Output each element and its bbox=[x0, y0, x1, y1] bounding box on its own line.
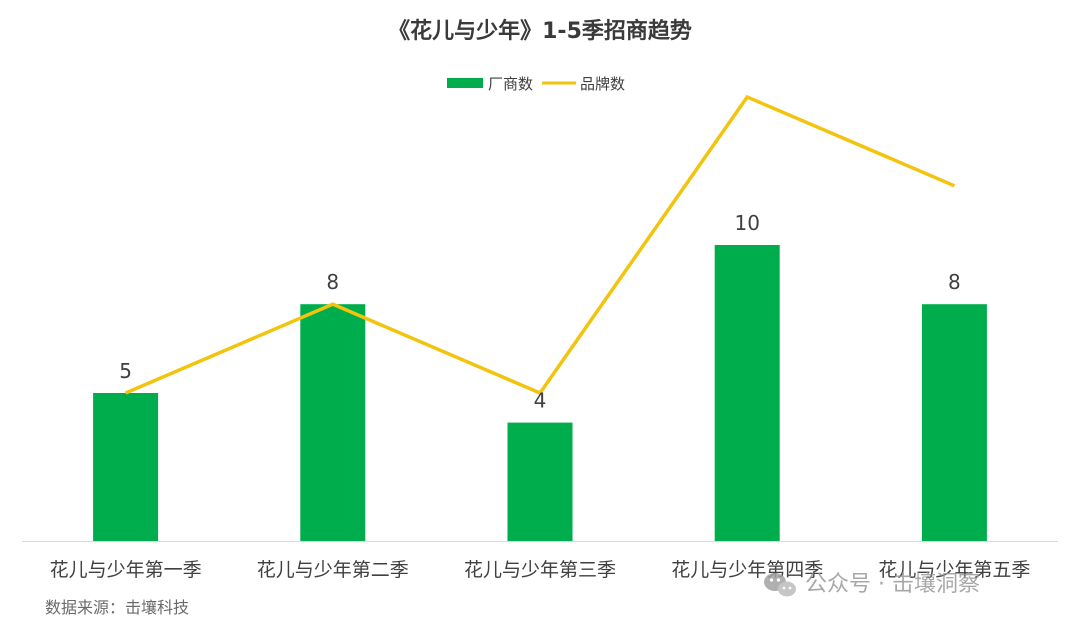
legend-label-bar: 厂商数 bbox=[488, 75, 533, 93]
source-note: 数据来源：击壤科技 bbox=[45, 598, 189, 617]
x-tick-label-3: 花儿与少年第三季 bbox=[464, 559, 616, 581]
x-tick-label-5: 花儿与少年第五季 bbox=[878, 559, 1030, 581]
bar-1 bbox=[93, 393, 159, 541]
data-label-5: 8 bbox=[948, 270, 961, 294]
legend-swatch-bar bbox=[447, 78, 483, 88]
data-label-3: 4 bbox=[534, 389, 547, 413]
x-tick-labels: 花儿与少年第一季 花儿与少年第二季 花儿与少年第三季 花儿与少年第四季 花儿与少年第五季 bbox=[50, 559, 1031, 581]
bar-5 bbox=[921, 304, 987, 541]
x-tick-label-4: 花儿与少年第四季 bbox=[671, 559, 823, 581]
watermark-text: 公众号 · 击壤洞察 bbox=[805, 572, 980, 597]
x-tick-label-1: 花儿与少年第一季 bbox=[50, 559, 202, 581]
watermark: 公众号 · 击壤洞察 bbox=[764, 572, 980, 597]
bar-4 bbox=[714, 245, 780, 541]
bar-3 bbox=[507, 422, 573, 541]
bar-2 bbox=[300, 304, 366, 541]
legend: 厂商数 品牌数 bbox=[447, 75, 625, 93]
wechat-icon bbox=[764, 573, 796, 597]
data-label-2: 8 bbox=[326, 270, 339, 294]
chart-title: 《花儿与少年》1-5季招商趋势 bbox=[388, 18, 692, 44]
bar-series bbox=[93, 245, 987, 541]
line-series-brand-count bbox=[124, 94, 956, 396]
legend-label-line: 品牌数 bbox=[580, 75, 625, 93]
data-labels: 5 8 4 10 8 bbox=[119, 211, 961, 413]
data-label-1: 5 bbox=[119, 359, 132, 383]
data-label-4: 10 bbox=[734, 211, 759, 235]
x-tick-label-2: 花儿与少年第二季 bbox=[257, 559, 409, 581]
